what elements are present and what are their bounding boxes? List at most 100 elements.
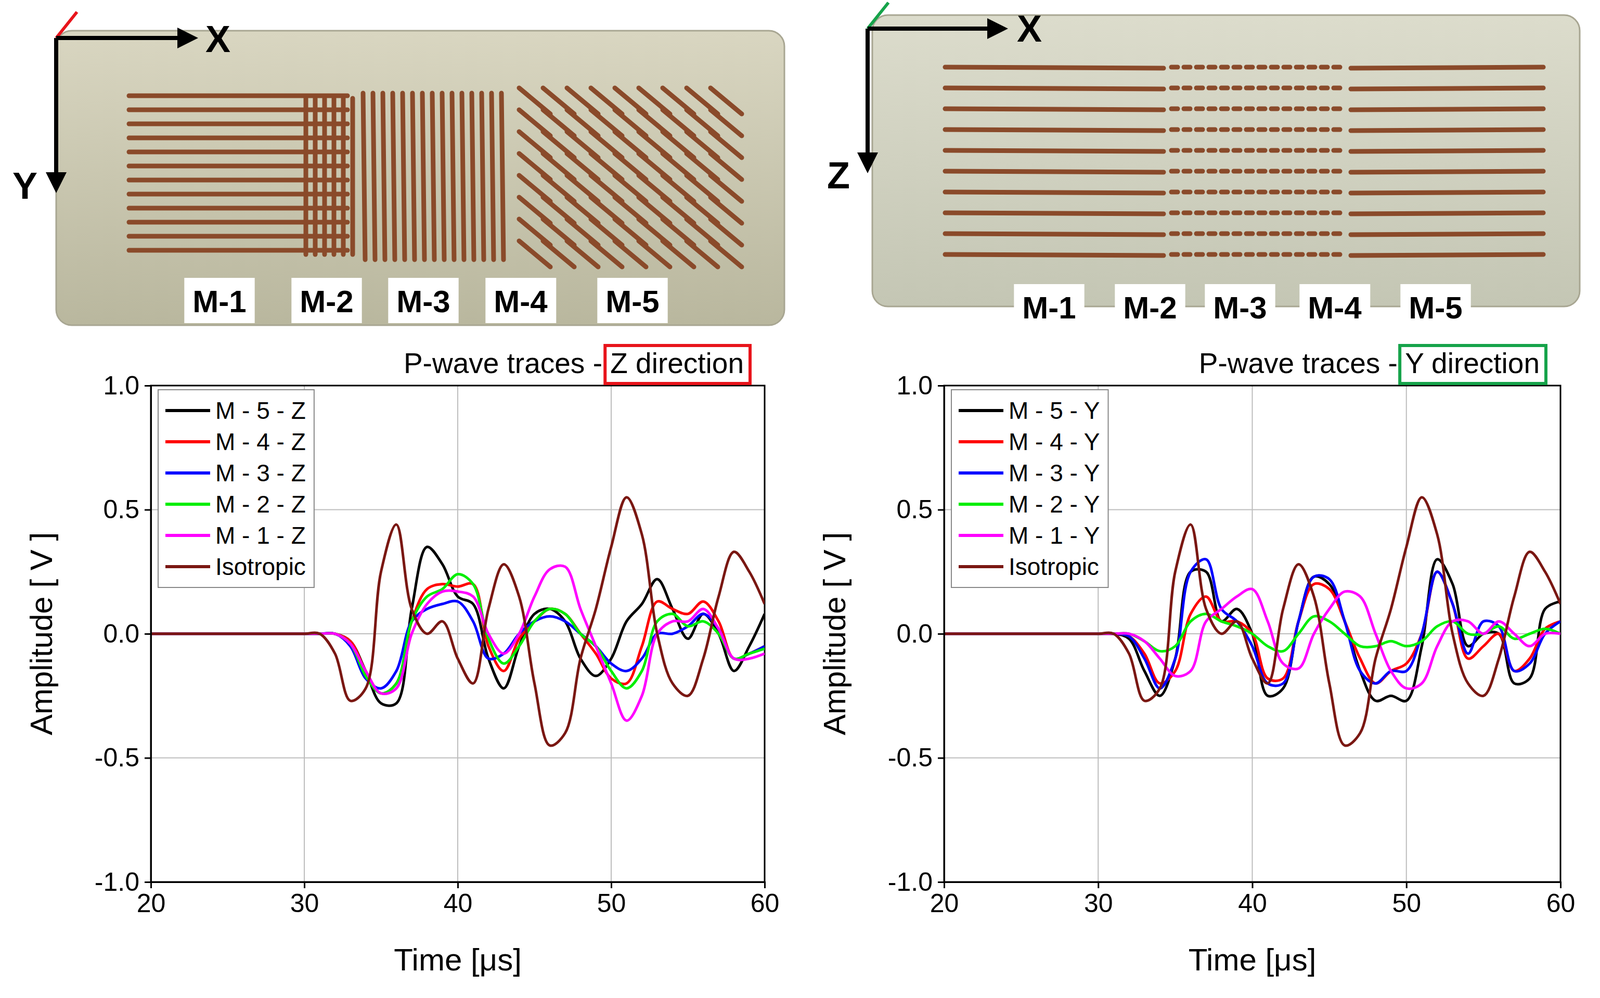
grid	[944, 385, 1561, 882]
fiber	[1196, 85, 1203, 91]
fiber	[1171, 189, 1178, 195]
axis-arrow	[867, 26, 1004, 31]
fiber	[1246, 85, 1253, 91]
fiber	[1296, 65, 1303, 70]
fiber	[710, 240, 742, 267]
fiber	[1221, 189, 1228, 195]
specimen-photo: XYM-1M-2M-3M-4M-5	[12, 11, 785, 326]
y-axis-title: Amplitude [ V ]	[23, 532, 59, 735]
y-tick-label: 0.0	[896, 618, 933, 649]
legend-label: M - 5 - Y	[1008, 396, 1101, 424]
region-label: M-2	[1123, 290, 1177, 326]
legend: M - 5 - YM - 4 - YM - 3 - YM - 2 - YM - …	[951, 389, 1109, 588]
chart: 2030405060-1.0-0.50.00.51.0Time [μs]Ampl…	[23, 345, 780, 977]
fiber	[945, 254, 1164, 256]
fiber	[1271, 189, 1278, 195]
axis-arrow	[865, 28, 870, 170]
fiber	[1321, 210, 1328, 216]
fiber	[432, 93, 435, 260]
axis-label: X	[1016, 7, 1042, 50]
fiber	[1246, 148, 1253, 153]
fiber	[1171, 106, 1178, 112]
y-tick-mark	[144, 384, 151, 387]
grid	[150, 385, 765, 882]
legend-label: Isotropic	[1008, 552, 1100, 580]
fiber	[1296, 106, 1303, 112]
y-tick-mark	[144, 757, 151, 759]
fiber	[1196, 65, 1203, 70]
fiber	[491, 93, 494, 260]
title-highlight	[604, 345, 751, 384]
x-tick-mark	[1559, 881, 1562, 888]
legend-label: Isotropic	[215, 552, 306, 580]
series-lines	[150, 497, 765, 746]
fiber	[1308, 169, 1315, 174]
region-label-group: M-4	[485, 277, 557, 324]
fiber	[1350, 254, 1544, 256]
legend-label: M - 3 - Y	[1008, 459, 1101, 487]
fiber	[501, 93, 504, 260]
fiber	[1271, 210, 1278, 216]
x-tick-label: 60	[750, 888, 780, 918]
region-label-group: M-3	[1204, 284, 1275, 330]
fiber	[1196, 231, 1203, 237]
fiber	[1308, 127, 1315, 133]
fiber	[1171, 65, 1178, 70]
fiber	[1221, 169, 1228, 174]
y-tick: 0.0	[102, 618, 151, 649]
fiber	[1183, 148, 1191, 153]
y-tick-label: -0.5	[887, 742, 933, 772]
x-tick: 60	[1546, 881, 1576, 918]
fiber	[1171, 148, 1178, 153]
figure: XYM-1M-2M-3M-4M-5XZM-1M-2M-3M-4M-5203040…	[0, 0, 1600, 998]
x-tick: 60	[750, 881, 780, 918]
fiber	[1183, 127, 1191, 133]
fiber	[1308, 65, 1315, 70]
fiber	[471, 93, 474, 260]
fiber	[1233, 65, 1241, 70]
x-tick-mark	[764, 881, 766, 888]
axis-arrow	[54, 37, 59, 189]
fiber	[1321, 85, 1328, 91]
fiber	[1333, 252, 1340, 257]
x-axis: 2030405060	[930, 881, 1576, 918]
y-tick-label: -1.0	[887, 867, 933, 897]
fiber	[945, 129, 1164, 131]
corner-marker	[56, 11, 77, 38]
x-tick-label: 30	[290, 888, 320, 918]
fiber	[1296, 231, 1303, 237]
fiber	[1208, 148, 1216, 153]
axis-label: X	[205, 18, 231, 60]
y-tick-label: -1.0	[94, 867, 140, 897]
fiber	[1183, 189, 1191, 195]
fiber	[331, 98, 337, 255]
x-tick-label: 60	[1546, 888, 1576, 918]
fiber	[1333, 127, 1340, 133]
fiber	[1233, 189, 1241, 195]
y-tick-mark	[144, 881, 151, 883]
fiber	[1196, 106, 1203, 112]
fiber	[1221, 252, 1228, 257]
legend-swatch	[958, 533, 1004, 537]
fiber	[1296, 148, 1303, 153]
x-tick-label: 20	[136, 888, 166, 918]
axis-label: Z	[827, 154, 850, 197]
label-background	[1114, 284, 1185, 330]
fiber	[1283, 189, 1290, 195]
fiber	[1296, 85, 1303, 91]
label-background	[1204, 284, 1275, 330]
fiber	[1333, 85, 1340, 91]
fiber	[1208, 106, 1216, 112]
fiber	[1246, 231, 1253, 237]
x-axis-title: Time [μs]	[1188, 942, 1317, 977]
legend-label: M - 3 - Z	[215, 459, 306, 487]
fiber	[1246, 189, 1253, 195]
fiber	[1308, 189, 1315, 195]
fiber	[1321, 106, 1328, 112]
fiber	[1271, 65, 1278, 70]
fiber	[1321, 148, 1328, 153]
fiber	[1333, 148, 1340, 153]
fiber	[1283, 85, 1290, 91]
fiber	[1233, 210, 1241, 216]
fiber	[1233, 127, 1241, 133]
